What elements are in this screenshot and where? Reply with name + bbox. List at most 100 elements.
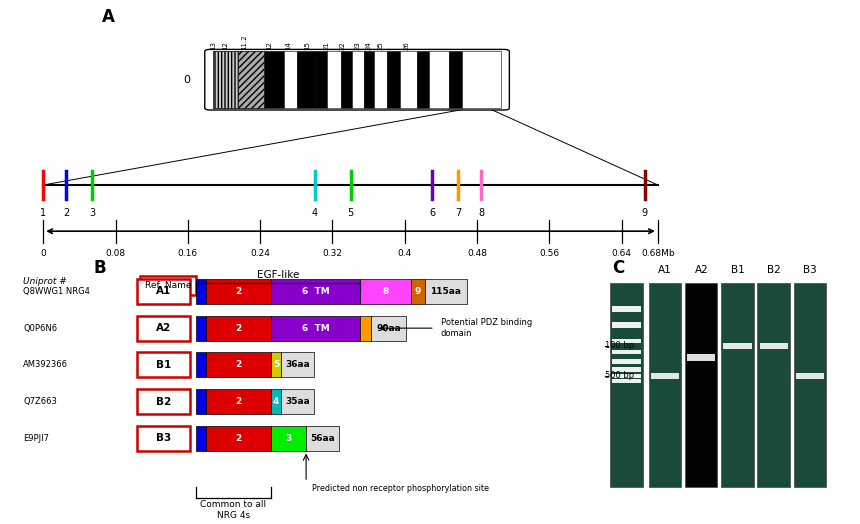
Text: 9: 9: [415, 287, 421, 296]
Bar: [195, 389, 206, 414]
Text: Potential PDZ binding
domain: Potential PDZ binding domain: [440, 319, 531, 338]
Bar: [195, 315, 206, 341]
Text: E9PJI7: E9PJI7: [23, 434, 49, 443]
Text: 14: 14: [286, 41, 292, 50]
Text: 115aa: 115aa: [430, 287, 461, 296]
Bar: [195, 279, 206, 304]
Text: 5: 5: [273, 361, 279, 369]
Text: 0.48: 0.48: [467, 249, 487, 258]
Bar: [238, 51, 264, 108]
Text: 4: 4: [273, 397, 280, 406]
Bar: [213, 51, 238, 108]
Bar: [271, 353, 281, 377]
Text: 0.4: 0.4: [397, 249, 412, 258]
Bar: [238, 51, 264, 108]
Bar: [612, 350, 641, 354]
Bar: [758, 283, 789, 487]
Bar: [723, 343, 752, 349]
Bar: [360, 315, 371, 341]
Text: 100 bp: 100 bp: [605, 341, 634, 351]
Text: A1: A1: [156, 287, 171, 297]
Text: Q0P6N6: Q0P6N6: [23, 324, 57, 333]
Text: B: B: [93, 259, 106, 277]
Bar: [140, 277, 195, 294]
Text: A2: A2: [695, 265, 708, 275]
Bar: [429, 51, 449, 108]
Text: AM392366: AM392366: [23, 361, 68, 369]
FancyBboxPatch shape: [205, 49, 509, 110]
Text: 2: 2: [236, 287, 242, 296]
Text: 0: 0: [40, 249, 46, 258]
Bar: [612, 322, 641, 328]
Text: 6  TM: 6 TM: [302, 287, 329, 296]
Bar: [612, 339, 641, 343]
Bar: [794, 283, 826, 487]
Text: 0.56: 0.56: [539, 249, 559, 258]
Bar: [649, 283, 681, 487]
Text: B3: B3: [803, 265, 816, 275]
Text: 24: 24: [366, 41, 372, 50]
Bar: [271, 315, 360, 341]
Text: 500 bp: 500 bp: [605, 372, 634, 380]
Text: 2: 2: [236, 361, 242, 369]
Text: 56aa: 56aa: [310, 434, 335, 443]
Text: Common to all
NRG 4s: Common to all NRG 4s: [200, 500, 267, 520]
Bar: [651, 373, 679, 379]
Text: 35aa: 35aa: [286, 397, 310, 406]
Bar: [206, 425, 271, 451]
Bar: [611, 283, 642, 487]
Bar: [612, 367, 641, 372]
Text: 0.64: 0.64: [611, 249, 631, 258]
Text: 0.68Mb: 0.68Mb: [641, 249, 674, 258]
Text: Q8WWG1 NRG4: Q8WWG1 NRG4: [23, 287, 90, 296]
Text: 0: 0: [183, 75, 190, 85]
Bar: [417, 51, 429, 108]
Bar: [387, 51, 400, 108]
Bar: [796, 373, 824, 379]
Bar: [271, 279, 360, 304]
Text: 15: 15: [304, 41, 310, 50]
Text: C: C: [612, 259, 624, 277]
Bar: [449, 51, 462, 108]
Text: 25: 25: [378, 41, 384, 50]
Text: 6  TM: 6 TM: [302, 324, 329, 333]
Text: 0.16: 0.16: [178, 249, 198, 258]
Text: 6: 6: [429, 208, 435, 218]
Text: 36aa: 36aa: [286, 361, 310, 369]
Text: 26: 26: [403, 41, 409, 50]
Text: B1: B1: [156, 360, 171, 370]
Text: 8: 8: [383, 287, 389, 296]
Bar: [612, 379, 641, 384]
Text: 2: 2: [63, 208, 70, 218]
Text: 12: 12: [222, 41, 228, 50]
Text: 22: 22: [340, 41, 346, 50]
Bar: [400, 51, 417, 108]
Text: 3: 3: [89, 208, 95, 218]
Text: A2: A2: [156, 323, 171, 333]
Bar: [281, 353, 314, 377]
Bar: [316, 51, 327, 108]
Bar: [281, 389, 314, 414]
Bar: [722, 283, 753, 487]
Text: 13: 13: [211, 41, 216, 50]
Bar: [462, 51, 501, 108]
Bar: [195, 425, 206, 451]
Bar: [271, 389, 281, 414]
Text: 8: 8: [478, 208, 484, 218]
Text: 9: 9: [642, 208, 648, 218]
Text: 21: 21: [324, 41, 330, 50]
Text: B1: B1: [731, 265, 744, 275]
Bar: [352, 51, 364, 108]
Bar: [341, 51, 352, 108]
Bar: [612, 374, 641, 378]
Text: 5: 5: [347, 208, 353, 218]
Text: 23: 23: [354, 41, 360, 50]
Text: A1: A1: [659, 265, 672, 275]
Bar: [137, 279, 190, 304]
Bar: [206, 389, 271, 414]
Bar: [284, 51, 297, 108]
Text: Predicted non receptor phosphorylation site: Predicted non receptor phosphorylation s…: [312, 484, 489, 493]
Bar: [271, 425, 306, 451]
Bar: [374, 51, 387, 108]
Bar: [195, 353, 206, 377]
